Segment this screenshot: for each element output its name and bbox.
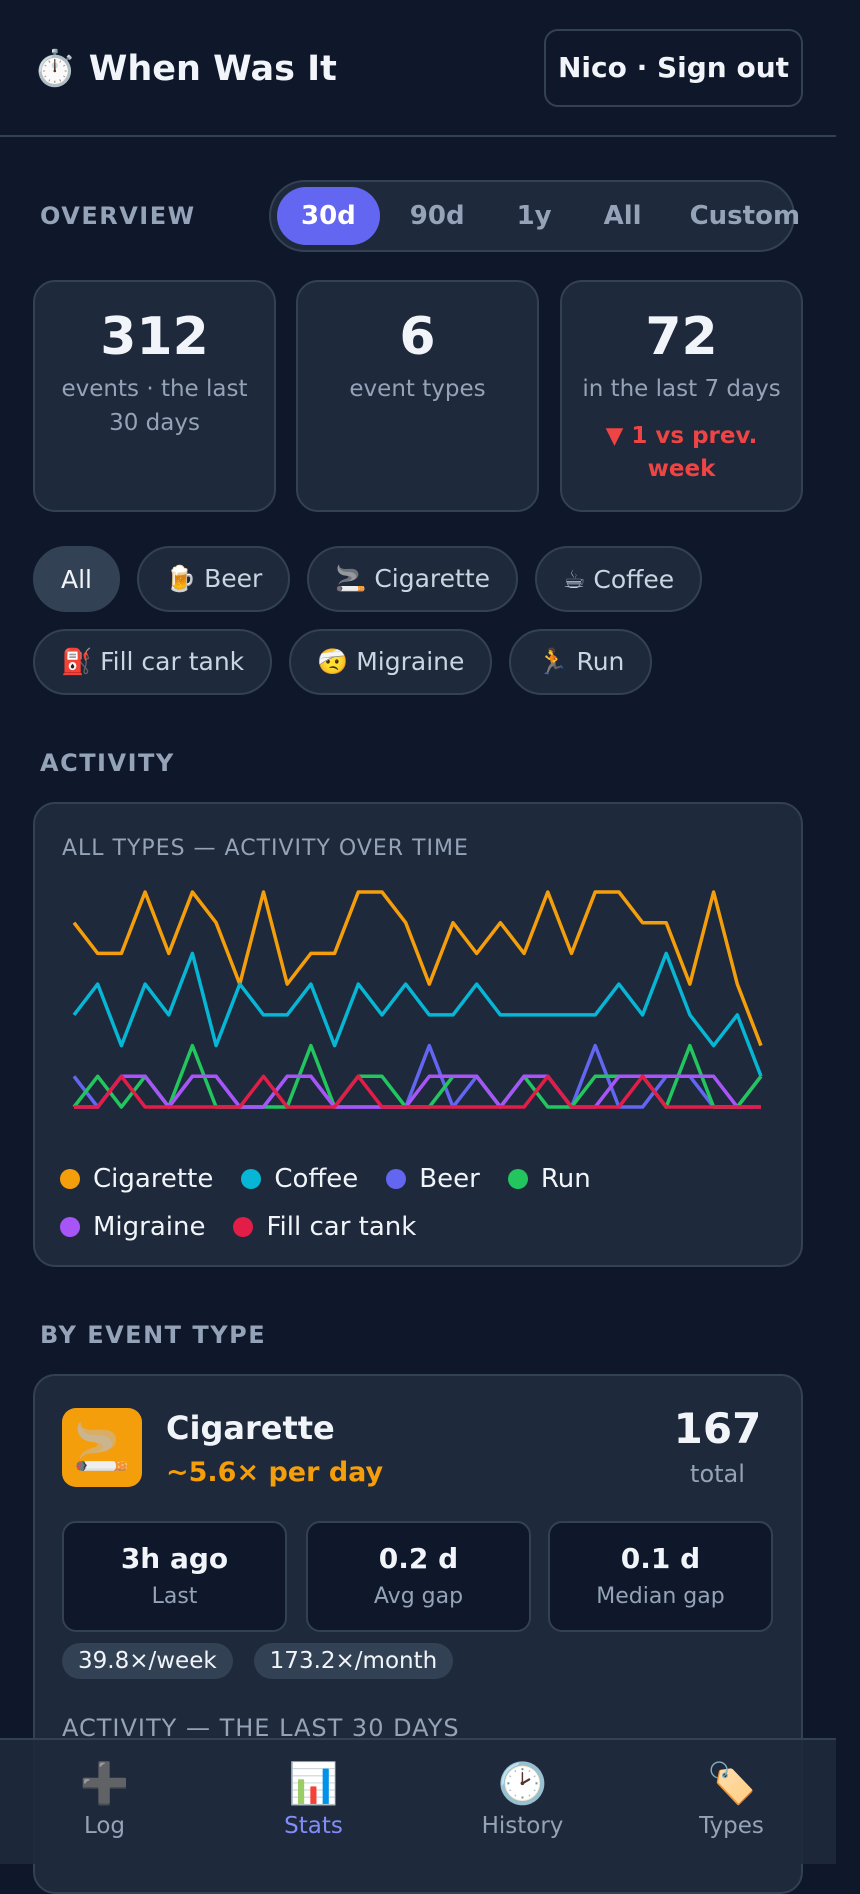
stat-label: events · the last 30 days — [61, 376, 248, 436]
legend-label: Cigarette — [93, 1164, 214, 1194]
filter-chip[interactable]: 🍺 Beer — [137, 546, 291, 612]
account-button[interactable]: Nico · Sign out — [544, 29, 803, 107]
range-tab[interactable]: All — [603, 201, 642, 231]
legend-item: Run — [507, 1155, 591, 1203]
metric-box: 0.2 d Avg gap — [306, 1521, 531, 1632]
legend-swatch — [386, 1169, 407, 1189]
stat-label: event types — [349, 376, 486, 402]
type-icon: 🚬 — [62, 1408, 142, 1487]
stat-value: 312 — [100, 307, 209, 367]
filter-chip[interactable]: 🚬 Cigarette — [307, 546, 519, 612]
section-label: OVERVIEW — [40, 202, 196, 230]
nav-label: Log — [83, 1813, 126, 1839]
stat-value: 72 — [645, 307, 718, 367]
range-tab[interactable]: 30d — [277, 187, 380, 245]
series-line — [72, 890, 763, 1047]
sparkline-title: ACTIVITY — THE LAST 30 DAYS — [62, 1714, 460, 1742]
filter-chip[interactable]: ⛽ Fill car tank — [33, 629, 273, 695]
legend-item: Beer — [386, 1155, 480, 1203]
legend-item: Fill car tank — [233, 1203, 416, 1251]
section-label: BY EVENT TYPE — [40, 1321, 267, 1349]
legend-label: Migraine — [93, 1212, 206, 1242]
legend-label: Beer — [419, 1164, 480, 1194]
rate-pill: 39.8×/week — [62, 1643, 233, 1679]
nav-icon: ➕ — [79, 1761, 130, 1807]
nav-item[interactable]: 🏷️ Types — [627, 1740, 836, 1864]
legend: Cigarette Coffee Beer Run Migraine Fill car t… — [60, 1155, 780, 1251]
nav-label: History — [481, 1813, 564, 1839]
metric-label: Avg gap — [373, 1584, 464, 1609]
stat-card: 312 events · the last 30 days — [33, 280, 276, 512]
stat-change: ▼ 1 vs prev. week — [605, 423, 758, 482]
type-total: 167 — [673, 1404, 762, 1453]
legend-swatch — [233, 1217, 254, 1237]
metric-value: 0.1 d — [620, 1542, 701, 1575]
nav-label: Stats — [284, 1813, 343, 1839]
stat-card: 72 in the last 7 days ▼ 1 vs prev. week — [560, 280, 803, 512]
legend-label: Run — [540, 1164, 591, 1194]
legend-label: Fill car tank — [266, 1212, 417, 1242]
nav-item[interactable]: ➕ Log — [0, 1740, 209, 1864]
nav-item[interactable]: 📊 Stats — [209, 1740, 418, 1864]
metric-label: Last — [151, 1584, 198, 1609]
stat-card: 6 event types — [296, 280, 539, 512]
nav-icon: 🏷️ — [706, 1761, 757, 1807]
chart-card — [33, 802, 803, 1267]
filter-chip[interactable]: 🤕 Migraine — [289, 629, 493, 695]
rate-pills: 39.8×/week 173.2×/month — [62, 1643, 474, 1679]
type-name: Cigarette — [166, 1409, 335, 1447]
metric-value: 0.2 d — [378, 1542, 459, 1575]
nav-icon: 📊 — [288, 1761, 339, 1807]
section-label: ACTIVITY — [40, 749, 175, 777]
legend-swatch — [507, 1169, 528, 1189]
legend-item: Migraine — [60, 1203, 205, 1251]
metric-value: 3h ago — [120, 1542, 229, 1575]
rate-pill: 173.2×/month — [253, 1643, 454, 1679]
type-total-label: total — [690, 1460, 745, 1488]
range-tab[interactable]: 90d — [409, 201, 465, 231]
range-tab[interactable]: 1y — [516, 201, 552, 231]
legend-item: Cigarette — [60, 1155, 213, 1203]
series-line — [74, 1074, 761, 1109]
series-line — [72, 951, 763, 1077]
legend-label: Coffee — [274, 1164, 359, 1194]
range-tab[interactable]: Custom — [689, 201, 801, 231]
metric-box: 0.1 d Median gap — [548, 1521, 773, 1632]
nav-icon: 🕑 — [497, 1761, 548, 1807]
nav-label: Types — [699, 1813, 764, 1839]
bottom-nav: ➕ Log 📊 Stats 🕑 History 🏷️ Types — [0, 1738, 836, 1864]
app-title: ⏱️ When Was It — [33, 49, 337, 89]
legend-swatch — [60, 1169, 80, 1189]
filter-chip[interactable]: ☕ Coffee — [535, 546, 703, 612]
legend-swatch — [60, 1217, 80, 1237]
range-tabs: 30d 90d 1y All Custom — [269, 180, 800, 252]
metric-label: Median gap — [596, 1584, 725, 1609]
header — [0, 0, 836, 137]
stat-label: in the last 7 days — [582, 376, 781, 402]
filter-chip[interactable]: All — [33, 546, 120, 612]
stat-value: 6 — [399, 307, 436, 367]
legend-item: Coffee — [241, 1155, 358, 1203]
filter-chip[interactable]: 🏃 Run — [509, 629, 653, 695]
series-line — [74, 1074, 761, 1109]
legend-swatch — [241, 1169, 262, 1189]
metric-box: 3h ago Last — [62, 1521, 287, 1632]
type-rate: ~5.6× per day — [166, 1457, 384, 1488]
filter-chips: All 🍺 Beer 🚬 Cigarette ☕ Coffee ⛽ Fill car t… — [33, 546, 813, 712]
nav-item[interactable]: 🕑 History — [418, 1740, 627, 1864]
chart-title: ALL TYPES — ACTIVITY OVER TIME — [62, 836, 469, 861]
